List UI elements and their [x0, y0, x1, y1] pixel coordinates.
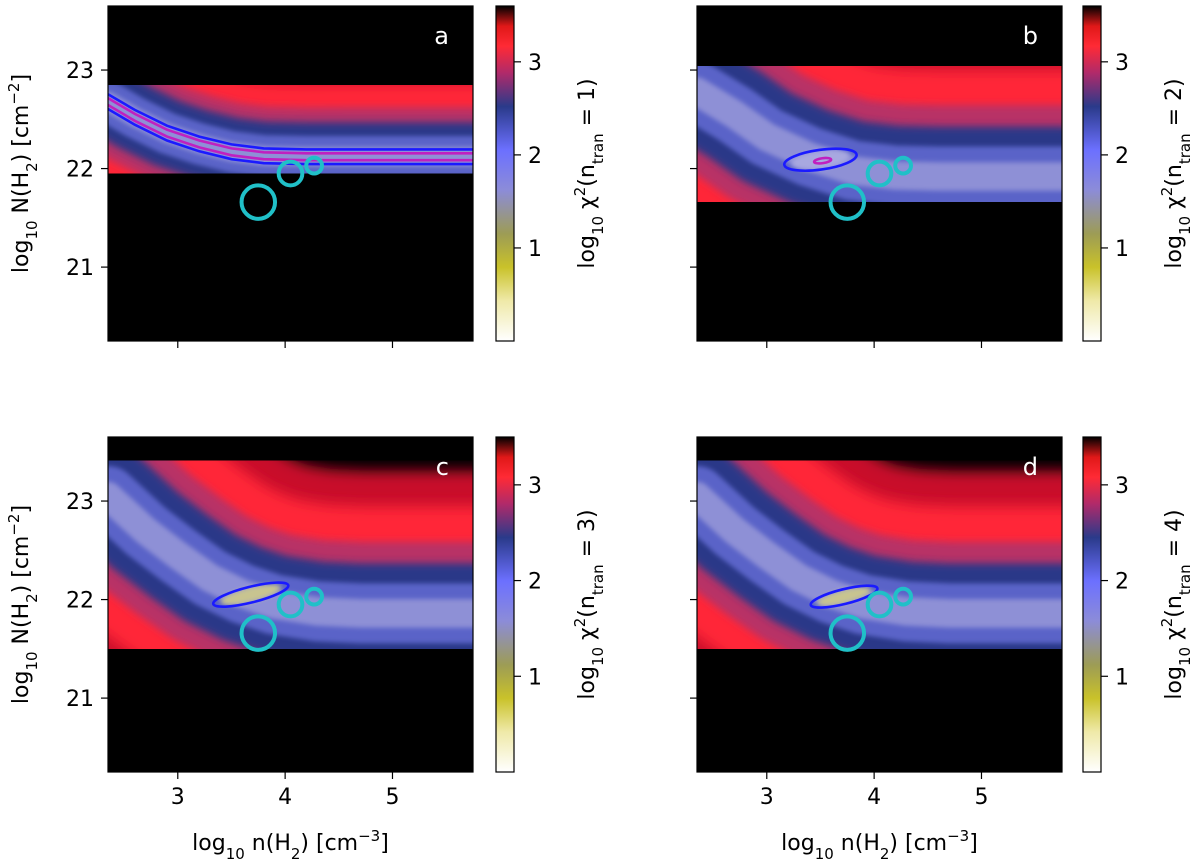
x-tick-label: 4: [278, 785, 292, 810]
colorbar-tick-label: 1: [528, 665, 542, 690]
colorbar-tick-label: 3: [1115, 474, 1129, 499]
marker-circle-1: [865, 590, 894, 619]
x-tick-label: 5: [974, 785, 988, 810]
axes-frame: [696, 5, 1063, 342]
marker-circle-0: [828, 614, 867, 652]
axes-frame: [107, 436, 474, 773]
colorbar: [495, 436, 515, 773]
marker-circle-0: [239, 614, 278, 652]
heatmap-band-core: [108, 91, 473, 167]
panel-letter: d: [1023, 453, 1038, 481]
colorbar-tick-label: 2: [528, 570, 542, 595]
contour-ellipse-0: [782, 147, 858, 173]
y-tick-label: 23: [66, 59, 94, 84]
panel-letter: c: [436, 453, 449, 481]
colorbar-tick-label: 3: [1115, 51, 1129, 76]
marker-circle-2: [304, 586, 324, 607]
colorbar-tick-label: 2: [1115, 570, 1129, 595]
panel-letter: a: [434, 22, 449, 50]
panel-letter: b: [1023, 22, 1038, 50]
colorbar: [495, 5, 515, 342]
y-tick-label: 21: [66, 256, 94, 281]
x-tick-label: 5: [385, 785, 399, 810]
x-tick-label: 3: [760, 785, 774, 810]
heatmap-minimum: [220, 584, 281, 605]
marker-circle-2: [893, 586, 914, 607]
axes-frame: [696, 436, 1063, 773]
y-tick-label: 22: [66, 589, 94, 614]
y-tick-label: 23: [66, 490, 94, 515]
x-axis-label: log10 n(H2) [cm−3]: [192, 827, 389, 863]
y-axis-label: log10 N(H2) [cm−2]: [5, 74, 41, 273]
marker-circle-2: [893, 155, 914, 176]
x-tick-label: 3: [171, 785, 185, 810]
contour-ellipse-0: [809, 584, 879, 609]
colorbar-tick-label: 1: [1115, 237, 1129, 262]
marker-circle-0: [239, 183, 278, 221]
y-tick-label: 22: [66, 158, 94, 183]
x-tick-label: 4: [867, 785, 881, 810]
heatmap-minimum: [817, 587, 871, 606]
marker-circle-2: [304, 155, 324, 176]
contour-ellipse-0: [211, 581, 290, 609]
panel-b: b 1 2 3 log10 χ2(ntran = 2): [690, 5, 1194, 348]
contour-line-1-0: [108, 103, 473, 162]
marker-circle-0: [828, 183, 867, 221]
y-tick-label: 21: [66, 687, 94, 712]
colorbar: [1082, 5, 1102, 342]
colorbar: [1082, 436, 1102, 773]
colorbar-label: log10 χ2(ntran = 3): [571, 509, 607, 699]
axes-frame: [107, 5, 474, 342]
y-axis-label: log10 N(H2) [cm−2]: [5, 505, 41, 704]
contour-ellipse-1: [812, 156, 833, 165]
colorbar-tick-label: 1: [528, 237, 542, 262]
contour-line-1-1: [108, 96, 473, 155]
colorbar-label: log10 χ2(ntran = 1): [571, 78, 607, 268]
colorbar-tick-label: 2: [528, 144, 542, 169]
x-axis-label: log10 n(H2) [cm−3]: [781, 827, 978, 863]
marker-circle-1: [276, 590, 305, 619]
colorbar-tick-label: 2: [1115, 144, 1129, 169]
colorbar-tick-label: 3: [528, 474, 542, 499]
heatmap-band-core: [697, 77, 1062, 191]
marker-circle-1: [276, 159, 305, 188]
marker-circle-1: [865, 159, 894, 188]
panel-d: d 3 4 5 log10 n(H2) [cm−3] 1 2 3 log10 χ2(ntran …: [690, 436, 1194, 863]
colorbar-tick-label: 1: [1115, 665, 1129, 690]
colorbar-label: log10 χ2(ntran = 4): [1158, 509, 1194, 699]
colorbar-tick-label: 3: [528, 51, 542, 76]
colorbar-label: log10 χ2(ntran = 2): [1158, 78, 1194, 268]
contour-line-0-0: [108, 107, 473, 166]
contour-line-0-1: [108, 93, 473, 151]
